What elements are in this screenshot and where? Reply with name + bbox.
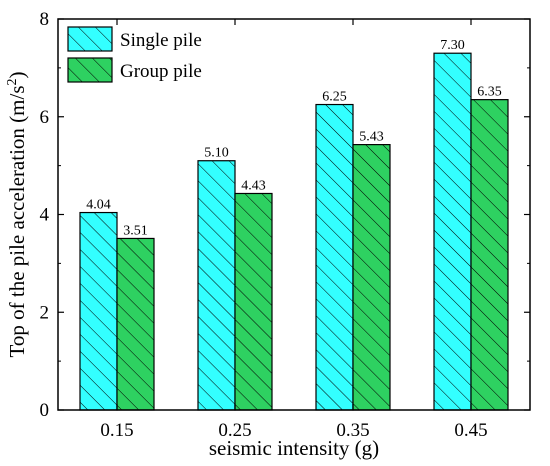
data-label-1-1: 4.43: [241, 178, 266, 193]
y-axis-title: Top of the pile acceleration (m/s2): [5, 71, 29, 357]
bar-hatch-0-1: [197, 160, 236, 411]
y-tick-label: 4: [40, 205, 50, 226]
y-tick-label: 2: [40, 302, 50, 323]
data-label-1-3: 6.35: [477, 85, 502, 100]
bar-hatch-0-2: [315, 103, 354, 411]
legend-swatch-hatch-1: [67, 57, 113, 83]
data-label-0-3: 7.30: [440, 38, 465, 53]
bar-hatch-0-0: [79, 211, 118, 411]
bar-hatch-0-3: [433, 52, 472, 411]
y-tick-label: 8: [40, 9, 50, 30]
bar-hatch-1-2: [352, 144, 391, 411]
legend-label-0: Single pile: [120, 30, 202, 51]
legend: Single pile Group pile: [67, 26, 202, 83]
data-label-1-0: 3.51: [123, 223, 148, 238]
x-tick-label: 0.45: [454, 420, 487, 441]
y-tick-label: 6: [40, 107, 50, 128]
x-tick-label: 0.35: [336, 420, 369, 441]
data-label-0-0: 4.04: [86, 198, 111, 213]
legend-swatch-hatch-0: [67, 26, 113, 52]
x-axis-title: seismic intensity (g): [209, 436, 379, 460]
legend-label-1: Group pile: [120, 61, 202, 82]
bar-hatch-1-1: [234, 192, 273, 411]
x-tick-label: 0.25: [218, 420, 251, 441]
y-tick-label: 0: [40, 400, 50, 421]
bar-hatch-1-3: [470, 99, 509, 411]
data-label-0-1: 5.10: [204, 146, 229, 161]
data-label-0-2: 6.25: [322, 90, 347, 105]
data-label-1-2: 5.43: [359, 130, 384, 145]
x-tick-label: 0.15: [100, 420, 133, 441]
bar-hatch-1-0: [116, 237, 155, 411]
